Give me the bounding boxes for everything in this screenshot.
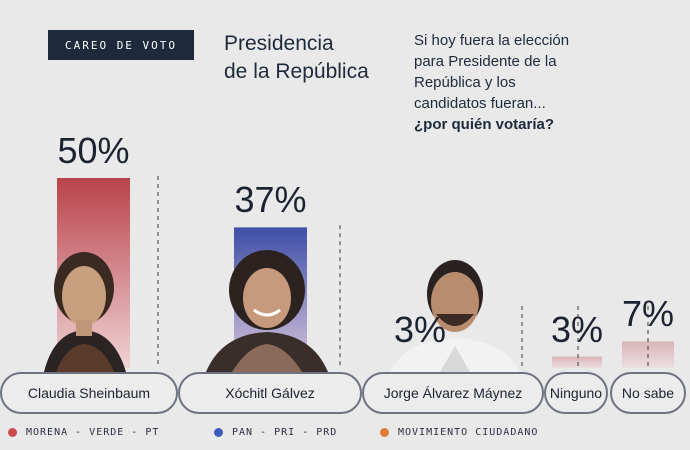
legend-item-morena: MORENA - VERDE - PT	[8, 427, 159, 438]
title-line-2: de la República	[224, 60, 369, 83]
question-line-2: para Presidente de la	[414, 53, 557, 70]
survey-question: Si hoy fuera la elección para Presidente…	[414, 30, 624, 135]
candidate-portrait-alvarez-maynez	[390, 260, 520, 372]
question-line-4: candidatos fueran...	[414, 95, 546, 112]
legend-swatch-mc	[380, 428, 389, 437]
category-label-4: No sabe	[610, 372, 686, 414]
category-label-0: Claudia Sheinbaum	[0, 372, 178, 414]
value-label-1: 37%	[234, 179, 307, 221]
title-line-1: Presidencia	[224, 32, 334, 55]
candidate-portrait-galvez	[206, 250, 328, 372]
legend-item-pan: PAN - PRI - PRD	[214, 427, 337, 438]
value-label-4: 7%	[621, 293, 675, 335]
value-label-2: 3%	[393, 308, 447, 350]
question-line-1: Si hoy fuera la elección	[414, 32, 570, 49]
value-label-0: 50%	[57, 130, 130, 171]
legend-swatch-morena	[8, 428, 17, 437]
category-label-1: Xóchitl Gálvez	[178, 372, 362, 414]
category-label-2: Jorge Álvarez Máynez	[362, 372, 544, 414]
candidate-portrait-sheinbaum	[44, 252, 126, 372]
legend-label-mc: MOVIMIENTO CIUDADANO	[398, 427, 539, 438]
legend-label-morena: MORENA - VERDE - PT	[26, 427, 160, 438]
bar-3	[552, 356, 602, 368]
value-label-3: 3%	[550, 308, 604, 350]
page-title: Presidencia de la República	[224, 30, 369, 86]
badge-label: CAREO DE VOTO	[64, 38, 178, 52]
survey-badge: CAREO DE VOTO	[48, 30, 194, 60]
question-line-3: República y los	[414, 74, 516, 91]
legend-item-mc: MOVIMIENTO CIUDADANO	[380, 427, 538, 438]
question-emphasis: ¿por quién votaría?	[414, 116, 555, 133]
legend-swatch-pan	[214, 428, 223, 437]
legend-label-pan: PAN - PRI - PRD	[232, 427, 338, 438]
category-label-3: Ninguno	[544, 372, 608, 414]
